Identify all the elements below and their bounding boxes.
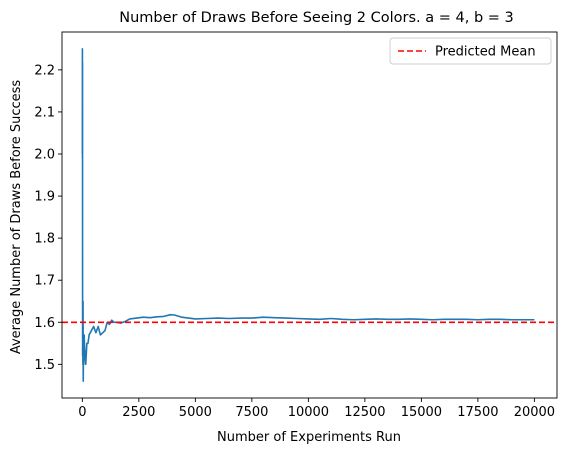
- y-axis-label: Average Number of Draws Before Success: [9, 80, 24, 355]
- y-tick-label: 1.5: [34, 358, 55, 373]
- plot-area: [62, 48, 557, 382]
- x-tick-label: 10000: [288, 405, 329, 420]
- x-tick-label: 2500: [122, 405, 155, 420]
- y-tick-label: 1.6: [34, 316, 55, 331]
- legend-label: Predicted Mean: [435, 45, 536, 60]
- x-axis-label: Number of Experiments Run: [217, 430, 401, 445]
- x-tick-label: 0: [78, 405, 86, 420]
- legend: Predicted Mean: [389, 37, 552, 65]
- y-tick-label: 2.2: [34, 63, 55, 78]
- x-tick-label: 17500: [457, 405, 498, 420]
- x-tick-label: 7500: [235, 405, 268, 420]
- chart-title: Number of Draws Before Seeing 2 Colors. …: [119, 10, 514, 26]
- legend-box: [389, 37, 552, 65]
- y-tick-label: 1.9: [34, 190, 55, 205]
- y-tick-label: 2.1: [34, 105, 55, 120]
- x-tick-label: 5000: [179, 405, 212, 420]
- x-tick-label: 20000: [514, 405, 555, 420]
- x-tick-label: 12500: [344, 405, 385, 420]
- axes-frame: [61, 31, 558, 399]
- x-tick-label: 15000: [401, 405, 442, 420]
- axis-ticks: 0 2500 5000 7500 10000 12500 15000 17500 20000 1.…: [34, 63, 555, 420]
- series-line-0: [81, 48, 535, 382]
- y-tick-label: 1.8: [34, 232, 55, 247]
- y-tick-label: 1.7: [34, 274, 55, 289]
- y-tick-label: 2.0: [34, 148, 55, 163]
